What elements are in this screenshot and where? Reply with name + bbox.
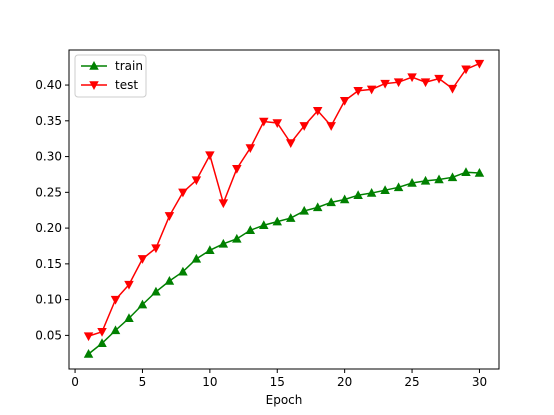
data-point-train xyxy=(151,286,161,296)
legend-marker-train xyxy=(89,61,99,70)
y-tick-label: 0.05 xyxy=(35,328,62,342)
data-point-train xyxy=(339,194,350,204)
data-point-train xyxy=(232,233,242,243)
data-point-test xyxy=(326,122,336,131)
y-axis-ticks: 0.05 0.10 0.15 0.20 0.25 0.30 0.35 0.40 xyxy=(35,78,69,342)
data-point-train xyxy=(326,197,336,207)
data-point-test xyxy=(420,78,431,88)
data-point-test xyxy=(164,212,175,221)
data-point-train xyxy=(434,174,444,184)
data-point-test xyxy=(380,79,390,89)
y-tick-label: 0.30 xyxy=(35,150,62,164)
data-point-test xyxy=(272,119,283,128)
data-point-test xyxy=(218,199,229,209)
data-point-train xyxy=(461,167,471,177)
data-point-train xyxy=(259,220,269,229)
data-point-test xyxy=(285,139,296,148)
x-tick-label: 0 xyxy=(71,375,79,389)
data-point-test xyxy=(151,244,161,254)
data-point-test xyxy=(447,84,458,94)
data-point-train xyxy=(178,266,188,276)
x-tick-label: 5 xyxy=(139,375,147,389)
data-point-test xyxy=(97,328,107,337)
x-axis-ticks: 0 5 10 15 20 25 30 xyxy=(71,369,487,389)
data-point-test xyxy=(299,122,309,131)
data-point-train xyxy=(299,205,309,215)
y-tick-label: 0.25 xyxy=(35,185,62,199)
data-point-train xyxy=(393,182,404,192)
data-point-test xyxy=(83,332,94,342)
data-point-train xyxy=(474,168,485,177)
legend-marker-test xyxy=(89,81,99,90)
data-point-train xyxy=(97,338,107,348)
data-point-train xyxy=(137,299,148,309)
data-point-train xyxy=(353,190,363,199)
x-tick-label: 30 xyxy=(472,375,487,389)
x-axis-label: Epoch xyxy=(266,393,303,407)
data-point-train xyxy=(312,202,323,212)
data-point-train xyxy=(245,225,256,234)
y-tick-label: 0.15 xyxy=(35,257,62,271)
data-point-train xyxy=(407,178,417,187)
data-point-test xyxy=(339,97,350,106)
data-point-train xyxy=(420,175,431,185)
data-point-train xyxy=(366,188,377,197)
data-point-test xyxy=(137,255,148,264)
data-point-train xyxy=(124,313,134,322)
data-point-train xyxy=(272,216,283,226)
series-markers xyxy=(83,59,485,358)
x-tick-label: 25 xyxy=(404,375,419,389)
data-point-test xyxy=(353,87,363,96)
plot-area xyxy=(69,50,499,369)
x-tick-label: 20 xyxy=(337,375,352,389)
data-point-train xyxy=(380,185,390,194)
data-point-train xyxy=(191,253,202,263)
data-point-test xyxy=(178,188,188,198)
data-point-test xyxy=(407,73,417,83)
data-point-test xyxy=(110,295,121,305)
data-point-test xyxy=(474,59,485,69)
data-point-test xyxy=(124,280,134,290)
y-tick-label: 0.20 xyxy=(35,221,62,235)
legend-label-test: test xyxy=(115,78,138,92)
y-tick-label: 0.35 xyxy=(35,114,62,128)
data-point-test xyxy=(312,107,323,116)
data-point-train xyxy=(110,325,121,335)
legend-label-train: train xyxy=(115,59,143,73)
legend: train test xyxy=(74,54,147,98)
x-tick-label: 15 xyxy=(270,375,285,389)
data-point-train xyxy=(285,213,296,222)
data-point-test xyxy=(366,85,377,95)
data-point-test xyxy=(393,78,404,88)
data-point-train xyxy=(164,276,175,285)
x-tick-label: 10 xyxy=(202,375,217,389)
data-point-test xyxy=(434,74,444,84)
data-point-test xyxy=(461,65,471,75)
plot-frame xyxy=(68,49,500,370)
y-tick-label: 0.10 xyxy=(35,293,62,307)
data-point-test xyxy=(245,144,256,153)
data-point-test xyxy=(259,117,269,127)
data-point-train xyxy=(218,238,229,248)
data-point-train xyxy=(83,348,94,358)
data-point-train xyxy=(447,172,458,182)
data-point-test xyxy=(191,176,202,186)
y-tick-label: 0.40 xyxy=(35,78,62,92)
data-point-test xyxy=(205,151,215,161)
data-point-test xyxy=(232,164,242,174)
data-point-train xyxy=(205,245,215,255)
